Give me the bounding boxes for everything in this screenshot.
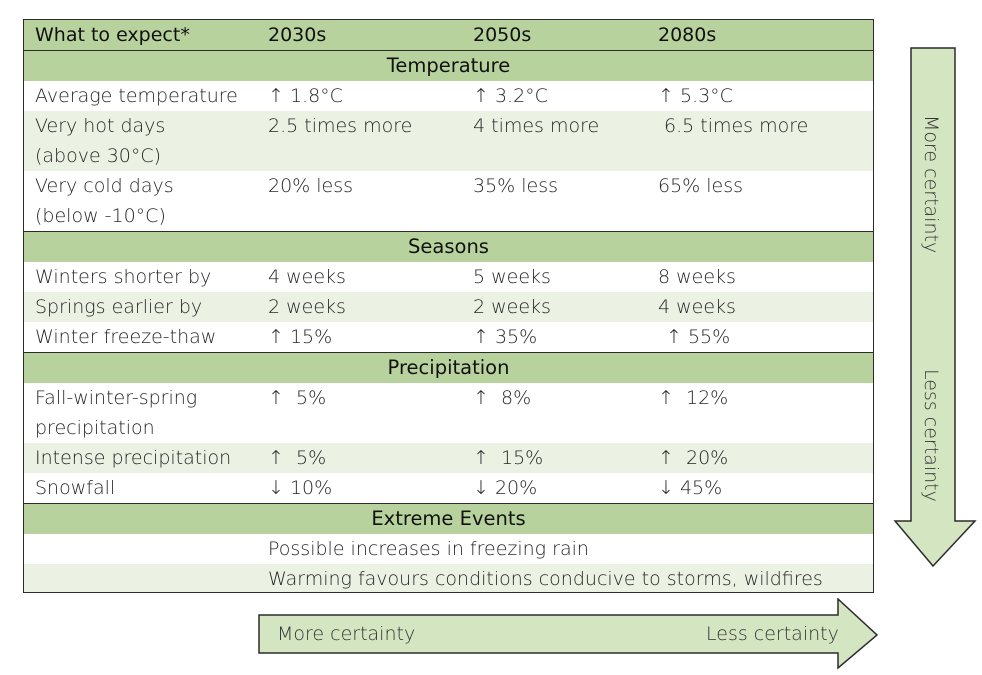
row-label-line2: (below -10°C) [35, 205, 166, 227]
row-label-line2: (above 30°C) [35, 145, 162, 167]
row-label: Snowfall [35, 477, 116, 499]
value-2050s: 2 weeks [473, 296, 551, 318]
section-seasons: Seasons [24, 231, 873, 262]
extreme-event-text: Possible increases in freezing rain [268, 538, 589, 560]
row-label: Springs earlier by [35, 296, 203, 318]
value-2050s: ↑ 8% [473, 387, 532, 409]
section-temperature: Temperature [24, 50, 873, 81]
row-label-line1: Very cold days [35, 175, 174, 197]
value-2030s: 2 weeks [268, 296, 346, 318]
row-label: Intense precipitation [35, 447, 232, 469]
value-2080s: ↑ 12% [658, 387, 729, 409]
value-2080s: 8 weeks [658, 266, 736, 288]
value-2080s: ↑ 5.3°C [658, 85, 733, 107]
value-2080s: ↑ 55% [666, 326, 731, 348]
row-label: Winters shorter by [35, 266, 212, 288]
value-2030s: 2.5 times more [268, 115, 413, 137]
value-2080s: ↑ 20% [658, 447, 729, 469]
value-2030s: ↑ 5% [268, 387, 327, 409]
value-2080s: 4 weeks [658, 296, 736, 318]
value-2050s: 5 weeks [473, 266, 551, 288]
value-2030s: 4 weeks [268, 266, 346, 288]
section-extreme-events: Extreme Events [24, 503, 873, 534]
table-row: Possible increases in freezing rain [24, 534, 873, 564]
value-2080s: ↓ 45% [658, 477, 723, 499]
horizontal-left-label: More certainty [277, 623, 416, 645]
value-2030s: 20% less [268, 175, 354, 197]
table-row: Very hot days (above 30°C) 2.5 times mor… [24, 111, 873, 171]
value-2080s: 6.5 times more [664, 115, 809, 137]
value-2050s: 35% less [473, 175, 559, 197]
value-2030s: ↓ 10% [268, 477, 333, 499]
header-label: What to expect* [35, 24, 190, 46]
climate-projection-table: What to expect* 2030s 2050s 2080s Temper… [23, 19, 874, 593]
horizontal-right-label: Less certainty [706, 623, 839, 645]
extreme-event-text: Warming favours conditions conducive to … [268, 568, 823, 590]
row-label: Average temperature [35, 85, 238, 107]
value-2080s: 65% less [658, 175, 744, 197]
table-row: Intense precipitation ↑ 5% ↑ 15% ↑ 20% [24, 443, 873, 473]
value-2030s: ↑ 5% [268, 447, 327, 469]
row-label-line1: Fall-winter-spring [35, 387, 198, 409]
right-arrow-icon [258, 597, 879, 670]
header-2080s: 2080s [658, 24, 717, 46]
table-row: Winter freeze-thaw ↑ 15% ↑ 35% ↑ 55% [24, 322, 873, 352]
certainty-arrow-horizontal: More certainty Less certainty [258, 597, 880, 674]
vertical-bottom-label: Less certainty [920, 369, 942, 502]
down-arrow-icon [893, 47, 977, 568]
table-row: Winters shorter by 4 weeks 5 weeks 8 wee… [24, 262, 873, 292]
section-title: Seasons [408, 235, 489, 258]
row-label-line2: precipitation [35, 417, 155, 439]
table-row: Warming favours conditions conducive to … [24, 564, 873, 592]
row-label: Winter freeze-thaw [35, 326, 217, 348]
table-row: Snowfall ↓ 10% ↓ 20% ↓ 45% [24, 473, 873, 503]
row-label-line1: Very hot days [35, 115, 166, 137]
table-row: Springs earlier by 2 weeks 2 weeks 4 wee… [24, 292, 873, 322]
value-2050s: ↑ 15% [473, 447, 544, 469]
section-title: Extreme Events [371, 507, 526, 530]
vertical-top-label: More certainty [920, 115, 942, 254]
value-2050s: ↓ 20% [473, 477, 538, 499]
table-row: Fall-winter-spring precipitation ↑ 5% ↑ … [24, 383, 873, 443]
section-precipitation: Precipitation [24, 352, 873, 383]
value-2050s: ↑ 3.2°C [473, 85, 548, 107]
header-2050s: 2050s [473, 24, 532, 46]
table-row: Very cold days (below -10°C) 20% less 35… [24, 171, 873, 231]
value-2030s: ↑ 1.8°C [268, 85, 343, 107]
table-row: Average temperature ↑ 1.8°C ↑ 3.2°C ↑ 5.… [24, 81, 873, 111]
value-2030s: ↑ 15% [268, 326, 333, 348]
certainty-arrow-vertical: More certainty Less certainty [892, 47, 978, 573]
section-title: Temperature [386, 54, 511, 77]
value-2050s: 4 times more [473, 115, 600, 137]
header-2030s: 2030s [268, 24, 327, 46]
section-title: Precipitation [387, 356, 510, 379]
value-2050s: ↑ 35% [473, 326, 538, 348]
header-row: What to expect* 2030s 2050s 2080s [24, 20, 873, 50]
